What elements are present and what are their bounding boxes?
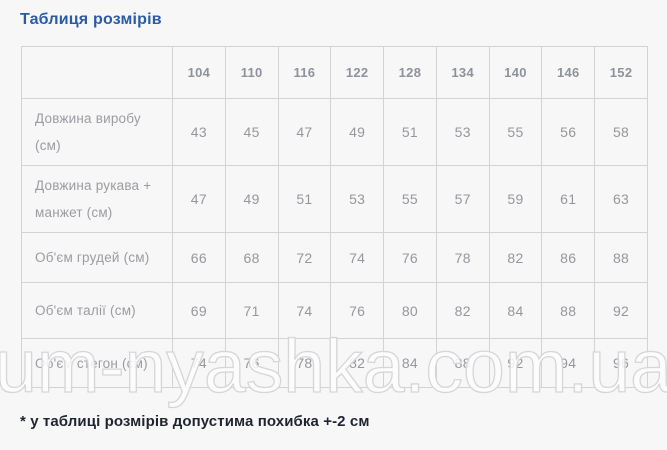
row-value-cell: 63 (594, 165, 648, 233)
row-value-cell: 43 (172, 98, 226, 166)
row-value-cell: 69 (172, 282, 226, 339)
row-value-cell: 74 (330, 232, 385, 283)
row-value-cell: 82 (488, 232, 543, 283)
size-column-header: 146 (541, 46, 596, 99)
row-label: Об'єм талії (см) (21, 282, 173, 339)
row-value-cell: 84 (383, 338, 437, 388)
row-value-cell: 56 (541, 98, 596, 166)
row-label: Довжина рукава + манжет (см) (21, 165, 173, 233)
row-value-cell: 88 (594, 232, 648, 283)
size-column-header: 122 (330, 46, 385, 99)
size-column-header: 104 (172, 46, 226, 99)
row-value-cell: 88 (541, 282, 596, 339)
row-value-cell: 76 (330, 282, 385, 339)
footnote: * у таблиці розмірів допустима похибка +… (20, 413, 370, 430)
row-value-cell: 71 (224, 282, 279, 339)
row-value-cell: 92 (488, 338, 543, 388)
row-value-cell: 76 (224, 338, 279, 388)
row-value-cell: 49 (224, 165, 279, 233)
row-value-cell: 74 (277, 282, 332, 339)
row-value-cell: 94 (541, 338, 596, 388)
table-row: Об'єм талії (см) 69 71 74 76 80 82 84 88 92 (21, 282, 648, 339)
row-value-cell: 55 (488, 98, 543, 166)
size-column-header: 110 (224, 46, 279, 99)
table-row: Довжина виробу (см) 43 45 47 49 51 53 55 56 58 (21, 98, 648, 166)
row-value-cell: 82 (330, 338, 385, 388)
size-column-header: 128 (383, 46, 437, 99)
row-value-cell: 96 (594, 338, 648, 388)
row-value-cell: 84 (488, 282, 543, 339)
row-value-cell: 53 (330, 165, 385, 233)
table-row: Об'єм грудей (см) 66 68 72 74 76 78 82 86 88 (21, 232, 648, 283)
size-table: 104 110 116 122 128 134 140 146 152 Довжина виро… (21, 46, 648, 388)
row-value-cell: 88 (435, 338, 490, 388)
size-table-corner-cell (21, 46, 173, 99)
row-value-cell: 74 (172, 338, 226, 388)
row-value-cell: 47 (172, 165, 226, 233)
row-value-cell: 55 (383, 165, 437, 233)
row-label: Довжина виробу (см) (21, 98, 173, 166)
row-value-cell: 66 (172, 232, 226, 283)
row-value-cell: 61 (541, 165, 596, 233)
row-value-cell: 57 (435, 165, 490, 233)
size-header-row: 104 110 116 122 128 134 140 146 152 (21, 46, 648, 99)
row-label: Об'єм грудей (см) (21, 232, 173, 283)
table-row: Об'єм стегон (см) 74 76 78 82 84 88 92 94 96 (21, 338, 648, 388)
row-value-cell: 53 (435, 98, 490, 166)
row-value-cell: 51 (277, 165, 332, 233)
row-value-cell: 86 (541, 232, 596, 283)
row-value-cell: 58 (594, 98, 648, 166)
size-column-header: 140 (488, 46, 543, 99)
size-column-header: 152 (594, 46, 648, 99)
row-value-cell: 49 (330, 98, 385, 166)
row-value-cell: 82 (435, 282, 490, 339)
size-column-header: 116 (277, 46, 332, 99)
row-value-cell: 45 (224, 98, 279, 166)
row-label: Об'єм стегон (см) (21, 338, 173, 388)
page-title: Таблиця розмірів (20, 11, 162, 28)
row-value-cell: 68 (224, 232, 279, 283)
row-value-cell: 59 (488, 165, 543, 233)
table-row: Довжина рукава + манжет (см) 47 49 51 53 55 57… (21, 165, 648, 233)
size-table-body: Довжина виробу (см) 43 45 47 49 51 53 55 56 58 Дов… (21, 98, 648, 388)
row-value-cell: 72 (277, 232, 332, 283)
size-column-header: 134 (435, 46, 490, 99)
row-value-cell: 51 (383, 98, 437, 166)
row-value-cell: 47 (277, 98, 332, 166)
size-table-header: 104 110 116 122 128 134 140 146 152 (21, 46, 648, 99)
row-value-cell: 92 (594, 282, 648, 339)
row-value-cell: 78 (435, 232, 490, 283)
row-value-cell: 80 (383, 282, 437, 339)
row-value-cell: 76 (383, 232, 437, 283)
row-value-cell: 78 (277, 338, 332, 388)
